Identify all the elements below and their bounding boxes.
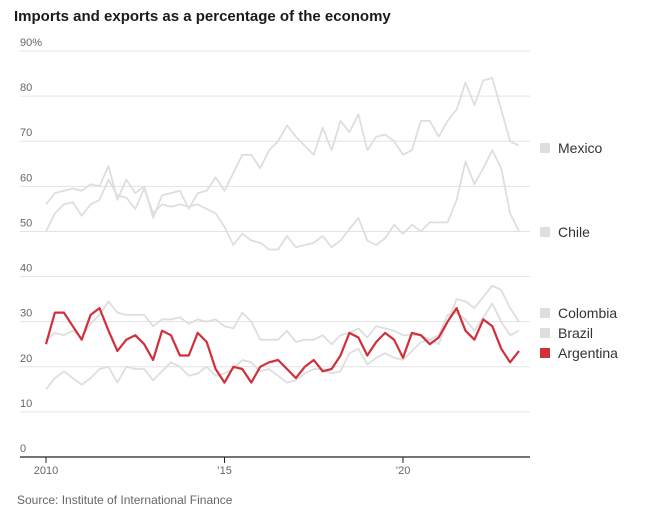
y-tick-label: 70 <box>20 127 32 139</box>
legend-label: Chile <box>558 224 590 240</box>
chart-source: Source: Institute of International Finan… <box>17 493 233 507</box>
x-tick-label: ’20 <box>396 465 411 477</box>
y-tick-label: 10 <box>20 398 32 410</box>
x-tick-label: ’15 <box>217 465 232 477</box>
y-tick-label: 0 <box>20 443 26 455</box>
series-line-brazil <box>45 302 520 390</box>
series-line-colombia <box>45 284 520 346</box>
legend-swatch <box>540 328 550 338</box>
y-tick-label: 90% <box>20 37 42 49</box>
legend-label: Brazil <box>558 325 593 341</box>
legend-label: Mexico <box>558 140 603 156</box>
legend-swatch <box>540 143 550 153</box>
y-tick-label: 80 <box>20 82 32 94</box>
series-line-mexico <box>45 77 520 219</box>
x-tick-label: 2010 <box>34 465 58 477</box>
legend-label: Colombia <box>558 305 617 321</box>
chart-title: Imports and exports as a percentage of t… <box>14 8 391 25</box>
legend-swatch <box>540 348 550 358</box>
y-tick-label: 30 <box>20 308 32 320</box>
legend-swatch <box>540 227 550 237</box>
series-line-argentina <box>44 307 520 384</box>
legend-swatch <box>540 308 550 318</box>
y-tick-label: 20 <box>20 353 32 365</box>
legend-label: Argentina <box>558 345 618 361</box>
y-tick-label: 50 <box>20 217 32 229</box>
series-line-chile <box>45 149 520 251</box>
y-tick-label: 60 <box>20 172 32 184</box>
y-tick-label: 40 <box>20 263 32 275</box>
